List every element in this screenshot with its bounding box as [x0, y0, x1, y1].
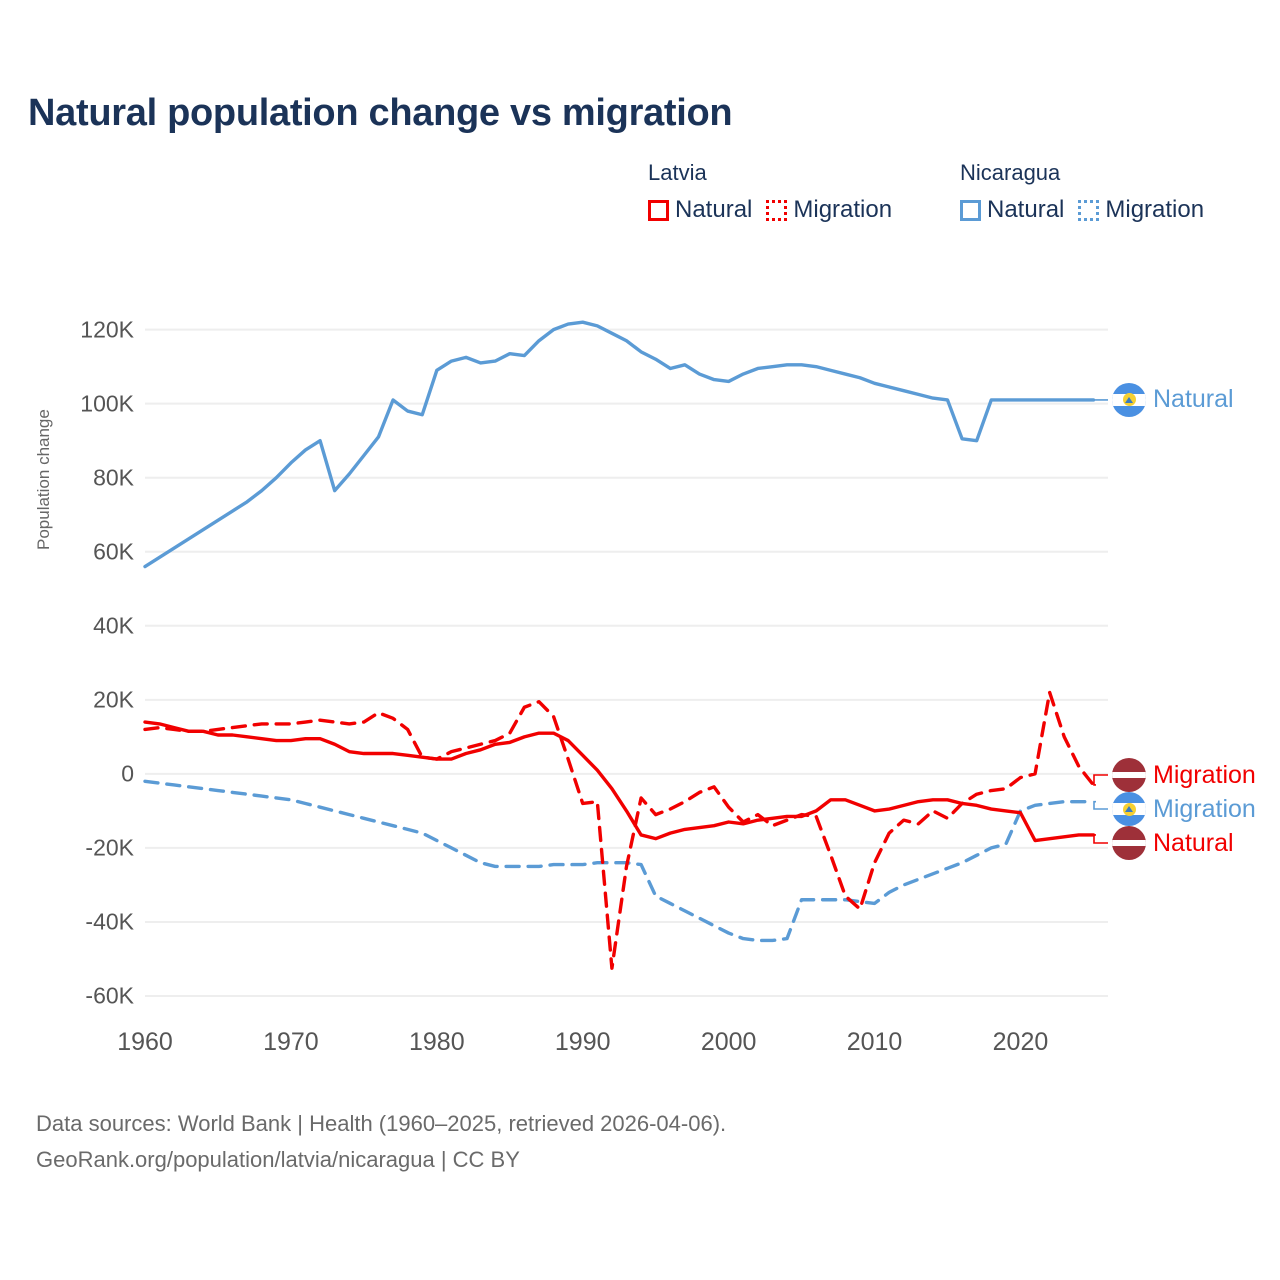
- legend-item-latvia-migration[interactable]: Migration: [766, 196, 892, 224]
- legend-item-nicaragua-natural[interactable]: Natural: [960, 196, 1064, 224]
- y-tick-label: -40K: [85, 908, 134, 935]
- legend-swatch-solid-icon: [960, 199, 981, 221]
- end-label-text: Migration: [1153, 794, 1256, 823]
- end-label-text: Natural: [1153, 828, 1234, 857]
- series-line-nicaragua-natural: [143, 320, 1096, 569]
- series-line-latvia-migration: [143, 690, 1096, 970]
- y-tick-label: 60K: [93, 538, 134, 565]
- legend-group-latvia: Latvia Natural Migration: [648, 160, 892, 224]
- y-tick-label: 0: [121, 760, 134, 787]
- legend-item-label: Migration: [1105, 196, 1205, 223]
- x-tick-label: 2020: [992, 1028, 1049, 1056]
- end-label-connector: [1093, 774, 1108, 786]
- end-label-latvia-migration[interactable]: Migration: [1112, 758, 1256, 792]
- latvia-flag-icon: [1112, 758, 1146, 792]
- x-tick-label: 2000: [700, 1028, 757, 1056]
- end-label-text: Natural: [1153, 385, 1234, 414]
- y-tick-label: 40K: [93, 612, 134, 639]
- legend-swatch-dotted-icon: [1078, 199, 1100, 221]
- x-tick-label: 1960: [117, 1028, 173, 1056]
- legend-country-label: Latvia: [648, 160, 707, 185]
- legend-item-label: Migration: [793, 196, 893, 223]
- footer: Data sources: World Bank | Health (1960–…: [36, 1106, 726, 1179]
- end-label-text: Migration: [1153, 760, 1256, 789]
- footer-line-sources: Data sources: World Bank | Health (1960–…: [36, 1111, 727, 1136]
- x-tick-label: 2010: [846, 1028, 903, 1056]
- page-title: Natural population change vs migration: [28, 92, 733, 134]
- legend-country-label: Nicaragua: [960, 160, 1061, 185]
- end-label-latvia-natural[interactable]: Natural: [1112, 826, 1234, 860]
- latvia-flag-icon: [1112, 826, 1146, 860]
- legend-group-nicaragua: Nicaragua Natural Migration: [960, 160, 1204, 224]
- x-tick-label: 1970: [263, 1028, 319, 1056]
- chart-legend: Latvia Natural Migration Nicaragua Natur…: [640, 160, 1260, 246]
- nicaragua-emblem-icon: [1122, 802, 1136, 816]
- nicaragua-flag-icon: [1112, 792, 1146, 826]
- nicaragua-flag-icon: [1112, 382, 1146, 417]
- end-label-nicaragua-migration[interactable]: Migration: [1112, 792, 1256, 826]
- y-tick-label: 120K: [80, 316, 134, 343]
- legend-swatch-solid-icon: [648, 199, 669, 221]
- end-label-nicaragua-natural[interactable]: Natural: [1112, 382, 1234, 417]
- end-label-connector: [1093, 800, 1108, 810]
- series-line-latvia-natural: [143, 720, 1096, 843]
- legend-item-label: Natural: [675, 196, 753, 223]
- x-tick-label: 1990: [554, 1028, 611, 1056]
- y-axis-ticks: 120K 100K 80K 60K 40K 20K 0 -20K -40K -60K: [0, 0, 134, 1280]
- legend-item-nicaragua-migration[interactable]: Migration: [1078, 196, 1204, 224]
- y-tick-label: 100K: [80, 390, 134, 417]
- y-tick-label: 80K: [93, 464, 134, 491]
- legend-item-label: Natural: [987, 196, 1065, 223]
- nicaragua-emblem-icon: [1122, 393, 1136, 407]
- series-line-nicaragua-migration: [143, 779, 1096, 943]
- footer-line-attribution: GeoRank.org/population/latvia/nicaragua …: [36, 1147, 520, 1173]
- x-tick-label: 1980: [409, 1028, 465, 1056]
- legend-swatch-dotted-icon: [766, 199, 788, 221]
- y-tick-label: 20K: [93, 686, 134, 713]
- y-tick-label: -20K: [85, 834, 134, 861]
- y-tick-label: -60K: [85, 982, 134, 1009]
- end-label-connector: [1093, 834, 1108, 844]
- legend-item-latvia-natural[interactable]: Natural: [648, 196, 752, 224]
